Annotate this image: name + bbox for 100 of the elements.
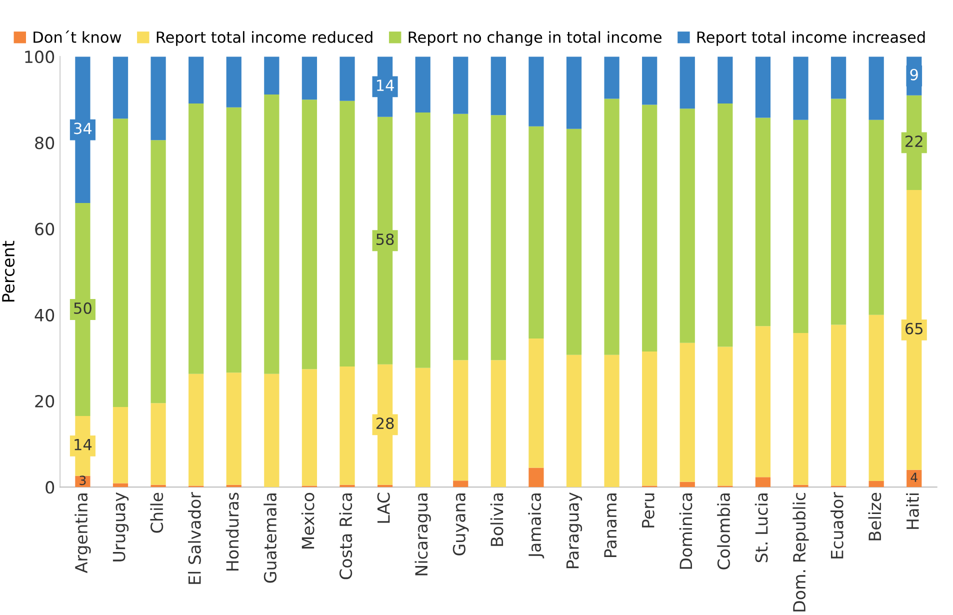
legend-label: Report total income increased (697, 31, 925, 46)
x-tick-label: Guyana (452, 493, 469, 556)
x-tick-label: Colombia (717, 493, 730, 570)
bar (415, 112, 430, 368)
y-tick-label: 60 (35, 222, 54, 236)
bar (604, 98, 620, 355)
bar (642, 351, 658, 486)
bar (150, 484, 166, 488)
x-tick-label: Ecuador (830, 492, 844, 558)
x-tick-label: El Salvador (188, 492, 201, 584)
bar (566, 354, 582, 488)
bar (188, 104, 204, 374)
bar (868, 56, 884, 120)
data-label: 4 (910, 472, 918, 482)
y-axis-title: Percent (2, 240, 15, 302)
y-tick-label: 40 (34, 308, 54, 322)
legend-label: Report no change in total income (408, 31, 662, 46)
bar (718, 104, 733, 347)
x-tick-label: Chile (150, 492, 164, 533)
x-tick-label: St. Lucia (754, 493, 768, 562)
bar (755, 56, 771, 118)
bar (718, 56, 733, 104)
data-label: 65 (905, 322, 923, 334)
x-tick-label: Dom. Republic (792, 492, 809, 612)
data-label: 58 (376, 233, 394, 246)
bar (340, 484, 355, 488)
x-tick-label: Nicaragua (414, 493, 431, 576)
bar (226, 56, 242, 108)
bar (150, 403, 166, 485)
x-tick-label: Jamaica (528, 493, 544, 558)
x-tick-label: Peru (642, 493, 654, 528)
bar (340, 100, 355, 367)
y-tick-label: 0 (46, 481, 54, 494)
bar (453, 56, 468, 114)
bar (793, 332, 808, 485)
bar (226, 372, 242, 485)
bar (868, 481, 884, 488)
bar (566, 56, 582, 129)
y-tick-label: 20 (35, 394, 54, 408)
bar (340, 366, 355, 485)
bar (302, 369, 318, 486)
bar (490, 115, 506, 360)
data-label: 14 (74, 439, 92, 450)
bar (680, 342, 695, 482)
bar (112, 118, 128, 408)
bar (264, 94, 280, 374)
legend-label: Report total income reduced (156, 31, 372, 46)
data-label: 34 (74, 122, 92, 134)
legend-label: Don´t know (34, 30, 122, 43)
bar (490, 360, 506, 488)
bar (528, 338, 544, 468)
x-tick-label: Uruguay (112, 492, 129, 562)
bar (112, 483, 128, 488)
bar (528, 56, 544, 126)
x-tick-label: LAC (377, 492, 390, 523)
x-tick-label: Mexico (301, 492, 314, 549)
bar (112, 56, 128, 119)
bar (566, 128, 582, 355)
bar (226, 107, 242, 373)
bar (528, 468, 544, 488)
bar (680, 56, 695, 109)
bar (528, 126, 544, 339)
bar (490, 56, 506, 116)
x-tick-label: Costa Rica (339, 493, 352, 580)
data-label: 50 (74, 302, 92, 314)
bar (377, 484, 393, 488)
bar (453, 360, 468, 481)
x-tick-label: Belize (868, 492, 882, 540)
bar (415, 56, 430, 113)
bar (340, 56, 355, 101)
bar (830, 98, 846, 325)
bar (755, 477, 771, 488)
x-tick-label: Dominica (679, 493, 692, 569)
bar (453, 114, 468, 360)
bar (604, 56, 620, 99)
y-tick-label: 100 (25, 50, 54, 64)
bar (793, 484, 808, 488)
bar (680, 108, 695, 343)
bar (112, 407, 128, 484)
data-label: 22 (906, 136, 922, 147)
bar (793, 120, 808, 333)
bar (302, 56, 318, 100)
bar (264, 56, 280, 94)
x-tick-label: Bolivia (490, 493, 504, 546)
bar (604, 354, 620, 488)
y-tick-label: 80 (35, 136, 54, 150)
data-label: 9 (910, 68, 918, 80)
x-tick-label: Guatemala (264, 493, 277, 583)
bar (453, 480, 468, 488)
bar (868, 120, 884, 315)
bar (150, 140, 166, 404)
data-label: 28 (376, 418, 394, 430)
bar (415, 368, 430, 488)
x-tick-label: Panama (604, 493, 617, 558)
x-tick-label: Argentina (74, 493, 91, 574)
data-label: 3 (80, 476, 86, 486)
bar (150, 56, 166, 140)
bar (264, 374, 280, 488)
bar (226, 484, 242, 488)
x-tick-label: Haiti (906, 494, 919, 529)
